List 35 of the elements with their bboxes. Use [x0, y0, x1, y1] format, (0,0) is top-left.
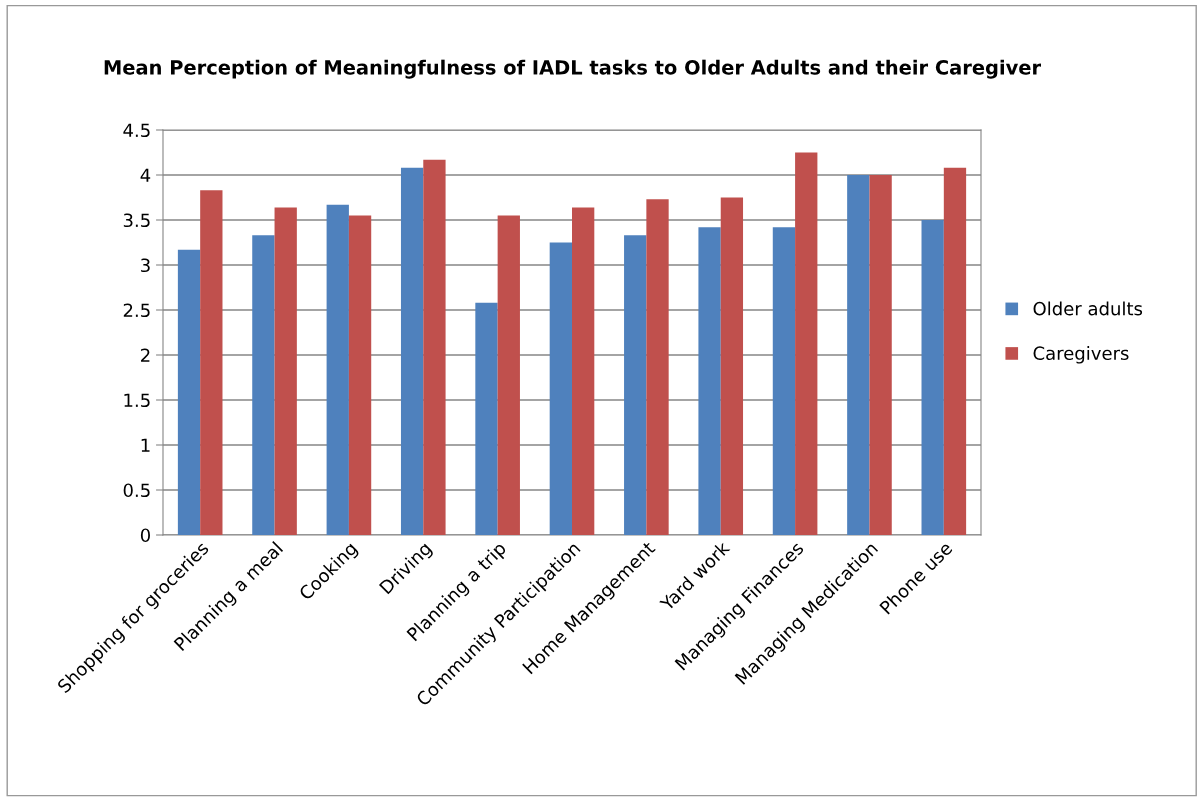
bar: [772, 227, 796, 535]
chart-title: Mean Perception of Meaningfulness of IADL tasks to Older Adults and their Caregiver: [104, 59, 1042, 79]
y-tick-label: 2.5: [123, 303, 150, 318]
legend-label: Caregivers: [1033, 346, 1129, 364]
bar: [943, 167, 967, 535]
legend-label: Older adults: [1033, 301, 1143, 316]
bar: [646, 199, 669, 535]
y-tick-label: 1: [141, 438, 150, 452]
bar: [400, 167, 424, 535]
bar: [549, 242, 572, 535]
y-tick-label: 3.5: [123, 213, 150, 228]
bar: [624, 235, 647, 535]
y-tick-label: 0: [140, 528, 150, 543]
y-tick-label: 4: [140, 168, 151, 182]
bar: [795, 152, 818, 535]
bar: [497, 215, 520, 535]
bar: [348, 215, 372, 535]
bar: [475, 302, 498, 535]
bar: [869, 175, 892, 535]
bar: [720, 197, 744, 535]
y-tick-label: 2: [141, 348, 150, 362]
bar: [921, 220, 944, 535]
bar: [274, 207, 297, 535]
bar: [423, 159, 446, 535]
bar: [177, 249, 201, 535]
bar: [200, 190, 223, 535]
y-tick-label: 1.5: [124, 393, 150, 408]
y-tick-label: 3: [141, 258, 150, 273]
bar: [252, 235, 275, 535]
bar: [847, 175, 870, 535]
bar: [572, 207, 595, 535]
bar: [698, 227, 721, 535]
y-tick-label: 0.5: [123, 483, 150, 498]
bar: [326, 204, 349, 535]
y-tick-label: 4.5: [123, 123, 150, 138]
